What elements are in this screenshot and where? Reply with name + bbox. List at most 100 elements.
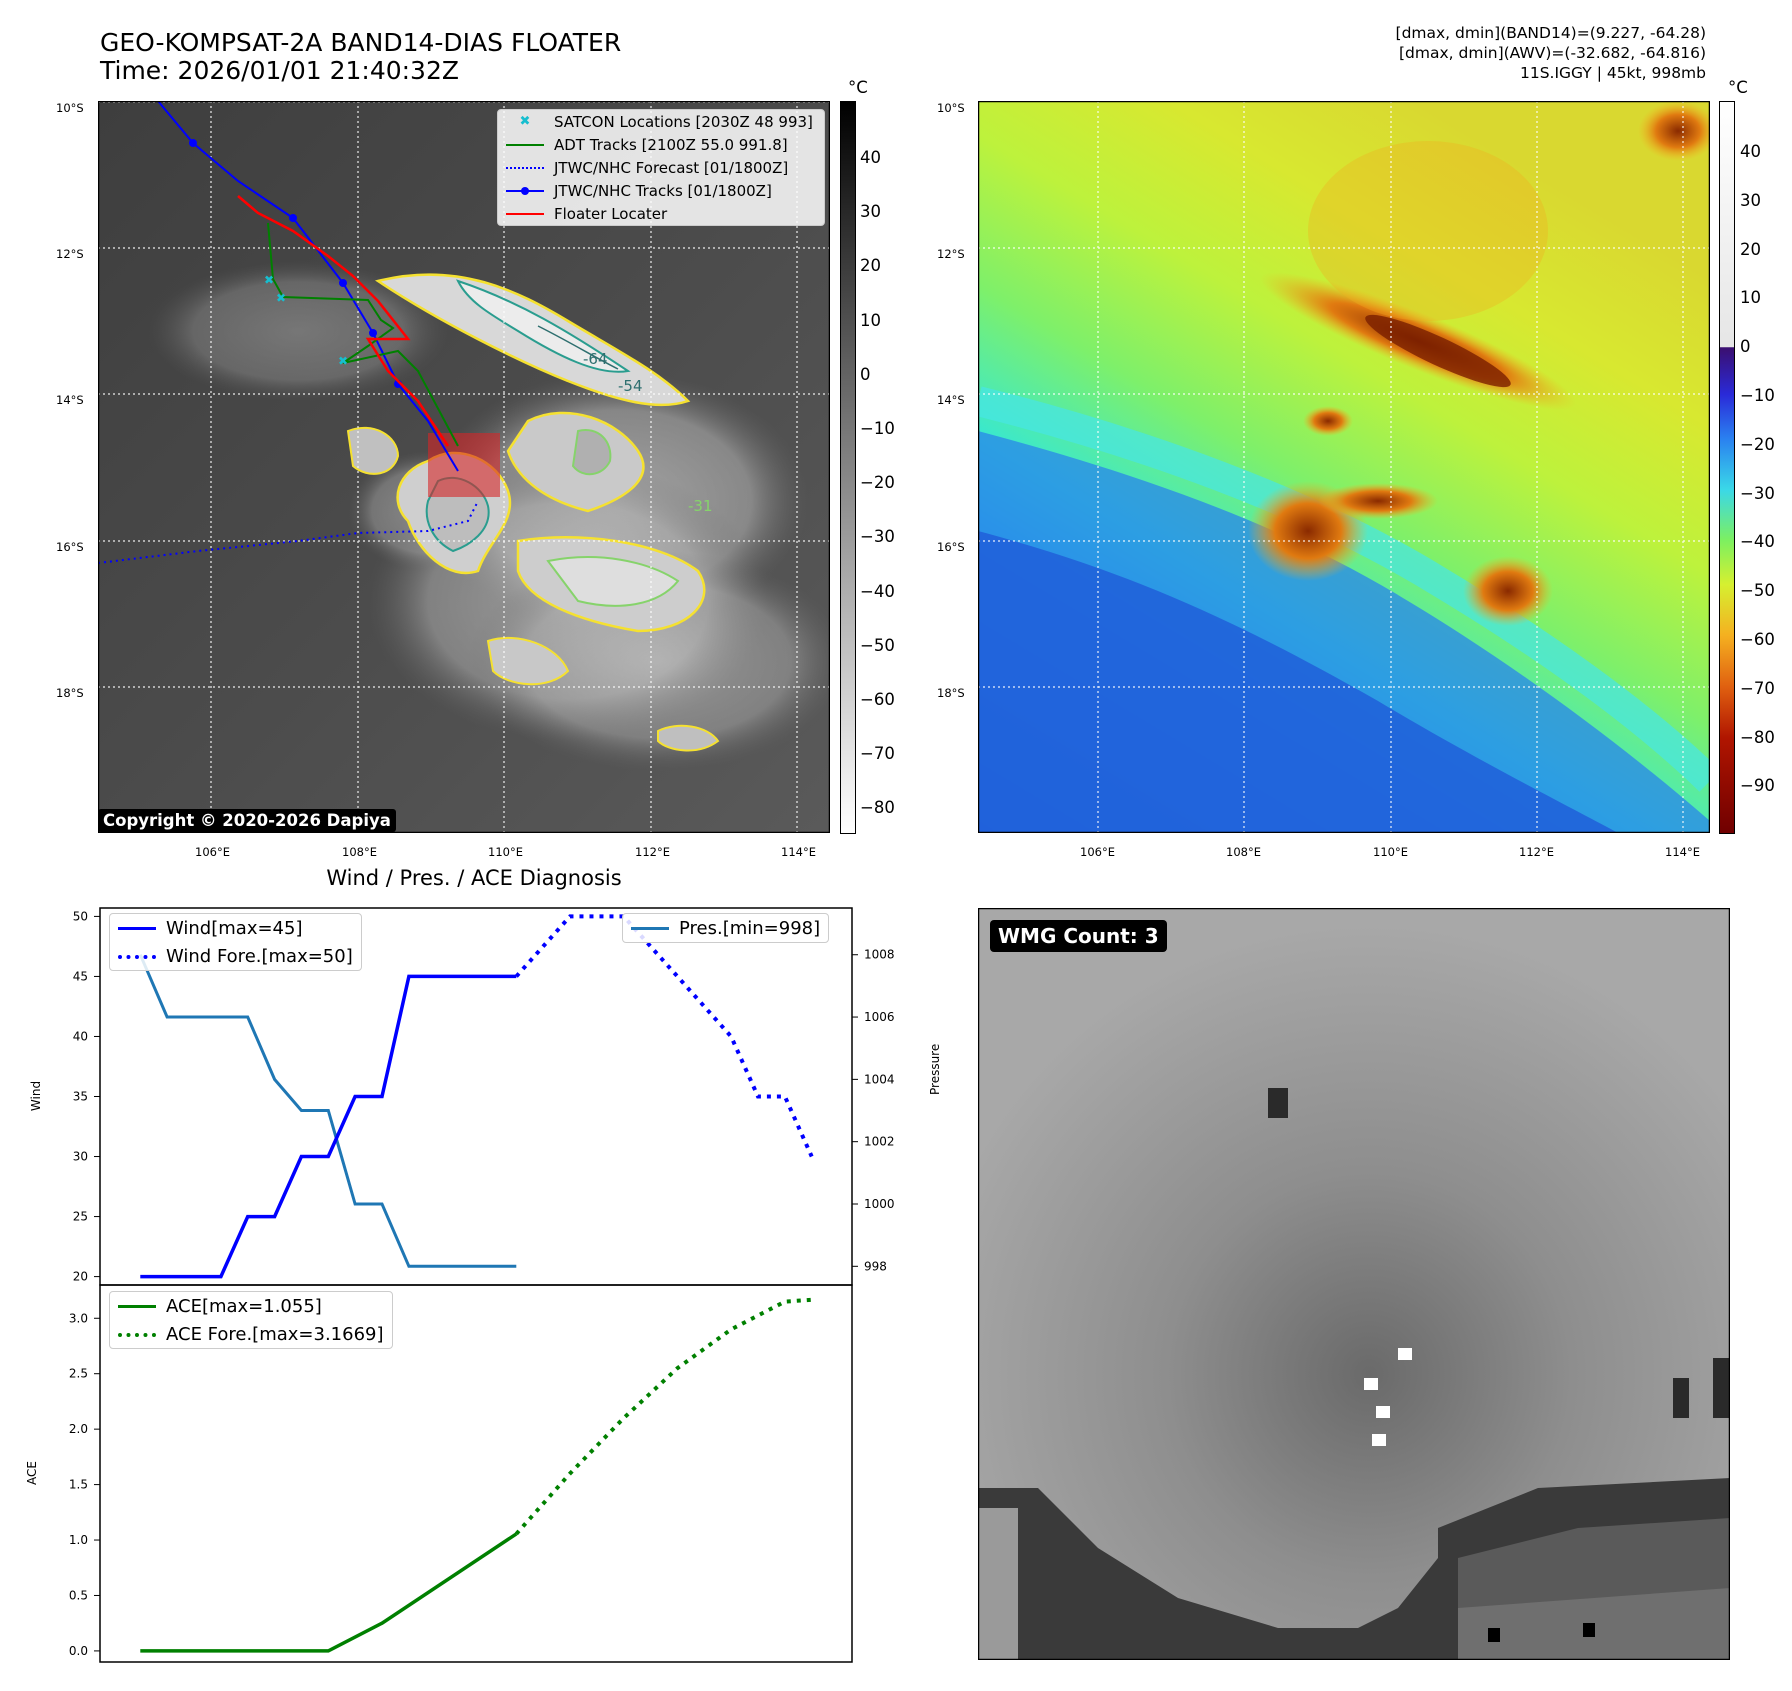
contour-label-31: -31 <box>688 497 713 515</box>
legend-ace: ACE[max=1.055] <box>110 1292 392 1320</box>
gray-colorbar-tick: 0 <box>860 364 871 384</box>
pressure-tick-label: 1006 <box>864 1010 895 1024</box>
ace-tick-label: 1.5 <box>69 1478 88 1492</box>
wind-tick-label: 20 <box>73 1270 88 1284</box>
awv-lon-label-106e: 106°E <box>1080 845 1115 859</box>
ace-forecast-series-line <box>514 1297 812 1536</box>
color-colorbar-tick: −60 <box>1740 630 1775 649</box>
contour-label-54: -54 <box>618 377 643 395</box>
legend-ace-fore: ACE Fore.[max=3.1669] <box>110 1320 392 1348</box>
color-colorbar-unit: °C <box>1728 78 1748 97</box>
color-colorbar-tick: 10 <box>1740 288 1761 308</box>
map-legend: ✖ SATCON Locations [2030Z 48 993] ADT Tr… <box>497 109 825 226</box>
gray-colorbar-tick: −40 <box>860 581 895 601</box>
diagnosis-chart: Wind Pressure ACE 2025303540455099810001… <box>25 907 895 1663</box>
gray-colorbar-tick: −80 <box>860 798 895 818</box>
color-colorbar-tick: 20 <box>1740 239 1761 259</box>
ace-tick-label: 2.5 <box>69 1367 88 1381</box>
awv-lat-label-14s: 14°S <box>937 393 965 407</box>
color-colorbar-tick: 40 <box>1740 142 1761 161</box>
lon-label-106e: 106°E <box>195 845 230 859</box>
wind-tick-label: 40 <box>73 1029 88 1043</box>
floater-locater-track <box>237 195 450 447</box>
meta-awv: [dmax, dmin](AWV)=(-32.682, -64.816) <box>1399 44 1706 62</box>
color-colorbar-tick: −50 <box>1740 581 1775 601</box>
awv-lon-label-110e: 110°E <box>1373 845 1408 859</box>
awv-map <box>978 101 1710 833</box>
meta-storm: 11S.IGGY | 45kt, 998mb <box>1519 64 1706 82</box>
legend-floater: Floater Locater <box>498 202 824 225</box>
forecast-track <box>98 500 479 564</box>
legend-pres: Pres.[min=998] <box>623 914 828 942</box>
diagnosis-title: Wind / Pres. / ACE Diagnosis <box>326 866 622 890</box>
satcon-points: ✖✖✖ <box>264 273 348 368</box>
svg-text:✖: ✖ <box>276 291 286 305</box>
floater-box <box>428 433 500 497</box>
ace-axis-label: ACE <box>25 1461 39 1485</box>
color-colorbar <box>1719 101 1735 834</box>
gray-colorbar-unit: °C <box>848 78 868 97</box>
lat-label-16s: 16°S <box>56 540 84 554</box>
ace-tick-label: 1.0 <box>69 1533 88 1547</box>
lat-label-14s: 14°S <box>56 393 84 407</box>
adt-track <box>267 222 459 447</box>
lon-label-110e: 110°E <box>488 845 523 859</box>
jtwc-track-points <box>189 139 402 388</box>
gray-colorbar-tick: −60 <box>860 690 895 709</box>
gray-colorbar-tick: −70 <box>860 744 895 764</box>
ace-tick-label: 2.0 <box>69 1422 88 1436</box>
pressure-tick-label: 1008 <box>864 948 895 962</box>
awv-lat-label-10s: 10°S <box>937 101 965 115</box>
color-colorbar-tick: −90 <box>1740 776 1775 796</box>
gray-colorbar-tick: −30 <box>860 527 895 547</box>
pressure-tick-label: 1000 <box>864 1197 895 1211</box>
color-colorbar-tick: 0 <box>1740 337 1751 357</box>
gray-colorbar-tick: −20 <box>860 473 895 493</box>
color-colorbar-tick: −10 <box>1740 386 1775 405</box>
gray-colorbar-tick: 30 <box>860 202 881 222</box>
gray-colorbar-tick: −10 <box>860 419 895 438</box>
awv-lon-label-108e: 108°E <box>1226 845 1261 859</box>
wind-series-line <box>140 974 517 1279</box>
wind-forecast-series-line <box>514 914 814 1158</box>
awv-lon-label-112e: 112°E <box>1519 845 1554 859</box>
wind-tick-label: 35 <box>73 1090 88 1104</box>
ace-tick-label: 0.5 <box>69 1588 88 1602</box>
wind-tick-label: 50 <box>73 909 88 923</box>
lat-label-12s: 12°S <box>56 247 84 261</box>
figure-title: GEO-KOMPSAT-2A BAND14-DIAS FLOATER <box>100 28 622 57</box>
lon-label-108e: 108°E <box>342 845 377 859</box>
wmg-count-badge: WMG Count: 3 <box>990 920 1167 952</box>
legend-forecast: JTWC/NHC Forecast [01/1800Z] <box>498 156 824 179</box>
awv-gridlines <box>978 101 1710 833</box>
gray-colorbar-tick: 40 <box>860 148 881 167</box>
color-colorbar-tick: −20 <box>1740 434 1775 454</box>
awv-lat-label-12s: 12°S <box>937 247 965 261</box>
ace-series-line <box>140 1532 518 1653</box>
contour-label-64: -64 <box>583 350 608 368</box>
pressure-tick-label: 1004 <box>864 1072 895 1086</box>
pressure-axis-label-html: Pressure <box>928 1043 942 1095</box>
wind-axis-label: Wind <box>29 1081 43 1111</box>
legend-satcon: ✖ SATCON Locations [2030Z 48 993] <box>519 112 813 131</box>
gray-colorbar <box>840 101 856 834</box>
awv-lon-label-114e: 114°E <box>1665 845 1700 859</box>
color-colorbar-tick: 30 <box>1740 190 1761 210</box>
pressure-tick-label: 1002 <box>864 1135 895 1149</box>
awv-lat-label-16s: 16°S <box>937 540 965 554</box>
ace-legend: ACE[max=1.055] ACE Fore.[max=3.1669] <box>109 1291 393 1349</box>
copyright-badge: Copyright © 2020-2026 Dapiya <box>98 809 396 832</box>
svg-text:✖: ✖ <box>338 354 348 368</box>
wind-tick-label: 30 <box>73 1150 88 1164</box>
awv-lat-label-18s: 18°S <box>937 686 965 700</box>
figure-time: Time: 2026/01/01 21:40:32Z <box>100 56 459 85</box>
gray-colorbar-tick: 20 <box>860 256 881 276</box>
wind-tick-label: 25 <box>73 1210 88 1224</box>
pressure-series-line <box>138 954 517 1268</box>
pres-legend: Pres.[min=998] <box>622 913 830 943</box>
ace-tick-label: 3.0 <box>69 1311 88 1325</box>
lon-label-112e: 112°E <box>635 845 670 859</box>
legend-wind-fore: Wind Fore.[max=50] <box>110 942 361 970</box>
gray-colorbar-tick: 10 <box>860 310 881 330</box>
legend-adt: ADT Tracks [2100Z 55.0 991.8] <box>498 133 824 156</box>
